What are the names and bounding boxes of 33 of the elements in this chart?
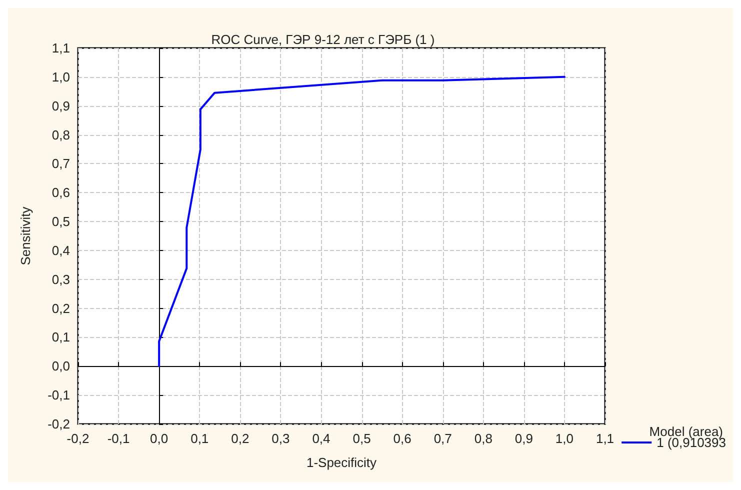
y-tick-label: 0,4 (52, 242, 70, 258)
y-tick-label: 0,7 (52, 156, 70, 172)
y-tick-label: 1,0 (52, 69, 70, 84)
x-tick-label: 0,5 (352, 431, 371, 446)
y-tick-label: -0,1 (48, 388, 70, 403)
y-tick-label: 0,6 (52, 185, 70, 200)
x-tick-label: 0,2 (231, 431, 250, 446)
y-tick-label: 1,1 (52, 40, 70, 56)
x-tick-label: 0,6 (393, 431, 412, 446)
y-tick-label: 0,2 (52, 300, 70, 316)
x-tick-label: 0,4 (312, 431, 330, 446)
x-tick-label: 1,0 (555, 431, 574, 446)
y-tick-label: 0,9 (52, 98, 70, 114)
x-axis-title: 1-Specificity (306, 455, 378, 470)
y-tick-label: 0,3 (52, 272, 70, 287)
legend-title: Model (area) (649, 424, 724, 439)
y-tick-label: 0,8 (52, 127, 70, 142)
x-tick-label: 0,0 (150, 431, 168, 446)
x-tick-label: -0,2 (66, 431, 90, 446)
x-tick-label: 0,7 (434, 431, 452, 446)
x-tick-label: 0,8 (474, 431, 492, 446)
x-tick-label: -0,1 (107, 431, 130, 446)
y-tick-label: 0,5 (52, 214, 70, 230)
x-tick-label: 0,3 (272, 431, 290, 446)
y-tick-label: 0,1 (52, 330, 70, 345)
y-tick-label: -0,2 (48, 416, 70, 432)
x-tick-label: 0,9 (514, 431, 533, 446)
x-tick-label: 0,1 (190, 431, 209, 446)
chart-title: ROC Curve, ГЭР 9-12 лет с ГЭРБ (1 ) (211, 32, 435, 47)
y-axis-title: Sensitivity (18, 206, 33, 266)
line-series (158, 76, 566, 368)
y-tick-label: 0,0 (52, 358, 70, 374)
x-tick-label: 1,1 (596, 431, 614, 446)
